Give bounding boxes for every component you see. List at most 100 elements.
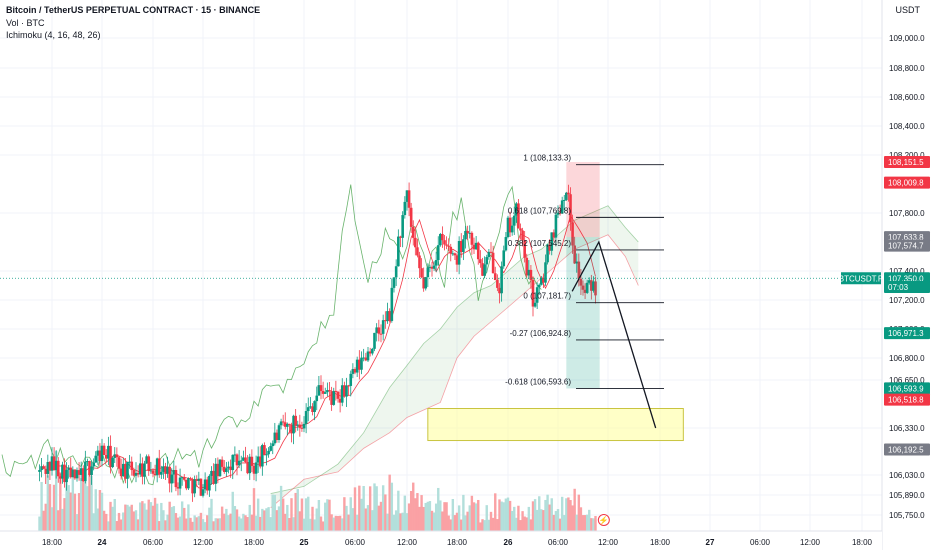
volume-bar <box>583 515 587 531</box>
volume-bar <box>414 498 417 531</box>
volume-bar <box>527 506 531 531</box>
volume-bar <box>67 485 70 531</box>
candle-body <box>69 467 73 478</box>
candle-body <box>244 457 247 463</box>
candle-body <box>160 471 163 475</box>
volume-bar <box>517 505 520 531</box>
volume-bar <box>491 517 495 531</box>
candle-body <box>252 465 256 474</box>
volume-bar <box>430 510 434 531</box>
volume-bar <box>546 494 549 531</box>
volume-bar <box>269 517 272 531</box>
volume-bar <box>214 518 217 531</box>
volume-bar <box>220 506 224 531</box>
volume-bar <box>332 517 335 531</box>
candle-body <box>155 458 159 476</box>
time-axis-background <box>0 531 882 550</box>
price-label-text: 107,633.8 <box>888 233 924 242</box>
candle-body <box>222 466 226 473</box>
price-label-badge <box>884 176 930 189</box>
candle-body <box>405 190 409 202</box>
candle-body <box>48 462 52 471</box>
candle-body <box>269 446 272 451</box>
volume-bar <box>366 505 370 531</box>
ichimoku-legend[interactable]: Ichimoku (4, 16, 48, 26) <box>6 30 101 40</box>
candle-body <box>151 470 155 474</box>
fib-level-label: 0 (107,181.7) <box>523 292 571 301</box>
candle-body <box>422 277 425 289</box>
candle-body <box>50 456 54 471</box>
candle-body <box>439 233 442 246</box>
candle-body <box>434 260 438 266</box>
volume-bar <box>324 502 327 531</box>
candle-body <box>63 464 66 483</box>
volume-legend[interactable]: Vol · BTC <box>6 18 45 28</box>
volume-bar <box>360 498 363 531</box>
volume-bar <box>439 500 442 531</box>
volume-bar <box>288 517 291 531</box>
volume-bar <box>399 513 402 531</box>
volume-bar <box>176 517 180 531</box>
volume-bar <box>437 487 440 531</box>
candle-body <box>426 267 430 278</box>
volume-bar <box>460 519 463 531</box>
candle-body <box>328 390 331 392</box>
volume-bar <box>349 497 352 531</box>
candle-body <box>594 281 597 296</box>
candle-body <box>56 460 60 477</box>
volume-bar <box>504 498 508 531</box>
candle-body <box>40 466 43 471</box>
volume-bar <box>556 509 560 531</box>
volume-bar <box>353 487 357 531</box>
currency-label[interactable]: USDT <box>895 5 921 15</box>
volume-bar <box>166 514 169 531</box>
candle-body <box>390 287 394 321</box>
volume-bar <box>102 510 106 531</box>
volume-bar <box>256 498 260 531</box>
candle-body <box>216 463 220 477</box>
candle-body <box>377 327 381 334</box>
price-label-badge <box>884 327 930 340</box>
volume-bar <box>153 497 157 531</box>
candle-body <box>208 475 211 491</box>
candle-body <box>67 467 70 470</box>
volume-bar <box>590 518 593 531</box>
volume-bar <box>466 511 469 531</box>
volume-bar <box>474 503 478 531</box>
volume-bar <box>426 501 430 531</box>
volume-bar <box>420 495 423 531</box>
volume-bar <box>193 515 196 531</box>
volume-bar <box>100 492 104 531</box>
candle-body <box>353 369 357 373</box>
candle-body <box>220 459 224 467</box>
candle-body <box>306 407 310 412</box>
candle-body <box>445 244 448 246</box>
candle-body <box>166 466 169 474</box>
candle-body <box>73 469 77 479</box>
candle-body <box>326 390 329 393</box>
volume-bar <box>300 498 304 531</box>
volume-bar <box>225 508 228 531</box>
candle-body <box>298 424 302 428</box>
volume-bar <box>48 484 52 531</box>
volume-bar <box>124 504 127 531</box>
volume-bar <box>294 492 297 531</box>
candle-body <box>210 470 213 476</box>
volume-bar <box>50 507 54 531</box>
candle-body <box>343 385 346 397</box>
candle-body <box>90 466 93 475</box>
chart-title[interactable]: Bitcoin / TetherUS PERPETUAL CONTRACT · … <box>6 5 261 15</box>
candle-body <box>491 252 495 274</box>
candle-body <box>130 461 134 471</box>
volume-bar <box>86 486 89 531</box>
candle-body <box>430 266 434 269</box>
volume-bar <box>271 494 274 531</box>
candle-body <box>227 466 230 469</box>
candle-body <box>388 311 391 321</box>
volume-bar <box>489 511 493 531</box>
candle-body <box>38 470 41 472</box>
candle-body <box>191 479 194 494</box>
fib-level-label: 0.382 (107,545.2) <box>508 239 571 248</box>
